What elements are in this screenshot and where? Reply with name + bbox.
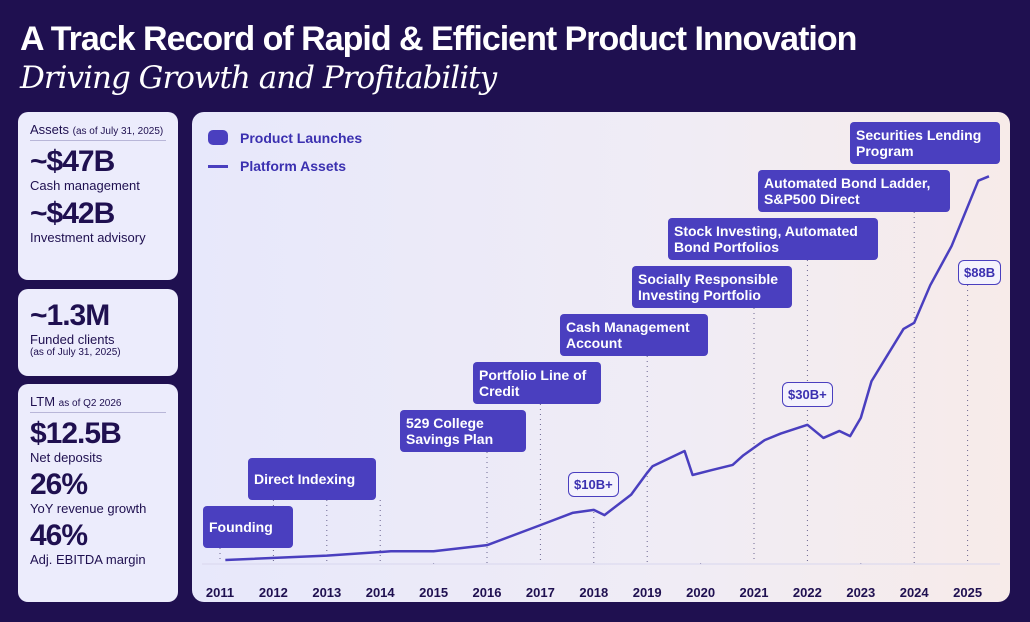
ltm-note: as of Q2 2026 xyxy=(58,398,122,409)
stat-label: Net deposits xyxy=(30,450,103,465)
launch-label: Stock Investing, Automated Bond Portfoli… xyxy=(668,218,878,260)
assets-panel: Assets (as of July 31, 2025) ~$47B Cash … xyxy=(18,112,178,280)
stat-value: 46% xyxy=(30,519,88,552)
clients-panel: ~1.3M Funded clients (as of July 31, 202… xyxy=(18,289,178,376)
launch-label: Direct Indexing xyxy=(248,458,376,500)
x-tick-label: 2022 xyxy=(792,585,822,600)
legend-launch-swatch xyxy=(208,130,228,145)
x-tick-label: 2015 xyxy=(419,585,449,600)
ltm-panel: LTM as of Q2 2026 $12.5B Net deposits 26… xyxy=(18,384,178,602)
stat-label: Adj. EBITDA margin xyxy=(30,552,146,567)
stat-label: Cash management xyxy=(30,178,140,193)
stat-value: ~$47B xyxy=(30,145,115,178)
stat-value: $12.5B xyxy=(30,417,122,450)
x-tick-label: 2017 xyxy=(525,585,555,600)
assets-heading: Assets xyxy=(30,122,70,137)
legend-platform-assets: Platform Assets xyxy=(240,158,347,174)
x-tick-label: 2020 xyxy=(686,585,716,600)
asset-annotation: $30B+ xyxy=(782,382,833,407)
x-tick-label: 2012 xyxy=(258,585,288,600)
launch-label: Founding xyxy=(203,506,293,548)
platform-assets-line xyxy=(225,175,990,562)
x-tick-label: 2025 xyxy=(953,585,983,600)
assets-note: (as of July 31, 2025) xyxy=(72,126,164,137)
x-tick-label: 2013 xyxy=(312,585,342,600)
x-tick-label: 2019 xyxy=(632,585,662,600)
legend-line-swatch xyxy=(208,165,228,168)
x-tick-label: 2024 xyxy=(899,585,929,600)
launch-label: 529 College Savings Plan xyxy=(400,410,526,452)
page-title: A Track Record of Rapid & Efficient Prod… xyxy=(20,20,857,58)
stat-label: Funded clients xyxy=(30,332,115,347)
stat-note: (as of July 31, 2025) xyxy=(30,347,121,358)
x-tick-label: 2021 xyxy=(739,585,769,600)
ltm-heading: LTM xyxy=(30,394,56,409)
stat-label: YoY revenue growth xyxy=(30,501,147,516)
chart-panel: Product Launches Platform Assets 2011 201… xyxy=(192,112,1010,602)
launch-label: Cash Management Account xyxy=(560,314,708,356)
asset-annotation: $88B xyxy=(958,260,1002,285)
stat-value: 26% xyxy=(30,468,88,501)
chart-svg xyxy=(202,175,1000,565)
stat-label: Investment advisory xyxy=(30,230,146,245)
x-tick-label: 2018 xyxy=(579,585,609,600)
x-tick-label: 2014 xyxy=(365,585,395,600)
x-tick-label: 2016 xyxy=(472,585,502,600)
launch-label: Securities Lending Program xyxy=(850,122,1000,164)
asset-annotation: $10B+ xyxy=(568,472,619,497)
launch-label: Portfolio Line of Credit xyxy=(473,362,601,404)
stat-value: ~$42B xyxy=(30,197,115,230)
stat-value: ~1.3M xyxy=(30,299,110,332)
launch-label: Automated Bond Ladder, S&P500 Direct xyxy=(758,170,950,212)
x-tick-label: 2023 xyxy=(846,585,876,600)
x-tick-label: 2011 xyxy=(205,585,235,600)
legend-product-launches: Product Launches xyxy=(240,130,363,146)
page-subtitle: Driving Growth and Profitability xyxy=(20,60,497,96)
launch-label: Socially Responsible Investing Portfolio xyxy=(632,266,792,308)
